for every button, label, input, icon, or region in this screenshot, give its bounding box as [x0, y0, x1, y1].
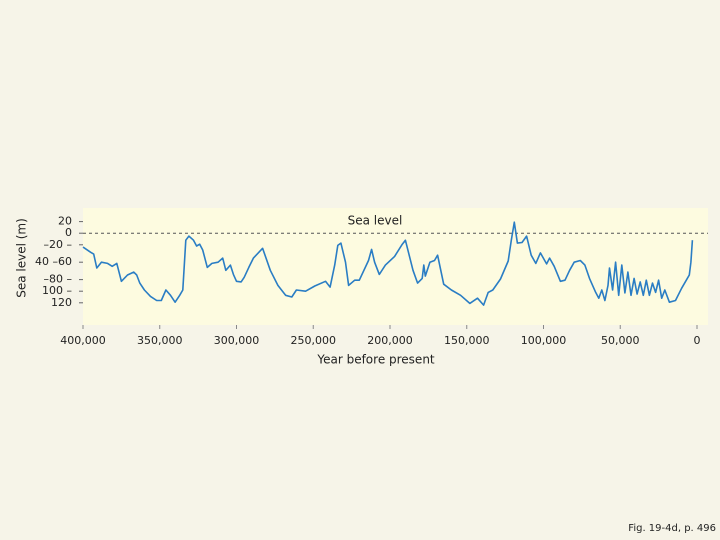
- y-tick-label: –20 –: [44, 238, 73, 251]
- y-tick-label: 120: [51, 296, 72, 309]
- x-tick-label: 300,000: [214, 334, 260, 347]
- sea-level-line: [82, 221, 694, 306]
- x-tick-label: 0: [694, 334, 701, 347]
- x-axis-label: Year before present: [316, 353, 435, 367]
- x-tick-label: 100,000: [521, 334, 567, 347]
- y-tick-label: –80 –: [44, 273, 73, 286]
- x-tick-label: 200,000: [367, 334, 413, 347]
- x-tick-label: 350,000: [137, 334, 183, 347]
- y-axis-label: Sea level (m): [15, 218, 29, 298]
- y-tick-label: 20: [58, 215, 72, 228]
- x-tick-label: 400,000: [60, 334, 106, 347]
- x-tick-label: 50,000: [601, 334, 640, 347]
- x-tick-label: 250,000: [291, 334, 337, 347]
- y-tick-label: 40 –60: [35, 255, 72, 268]
- y-tick-label: 0: [65, 226, 72, 239]
- chart-title: Sea level: [348, 214, 403, 228]
- x-tick-label: 150,000: [444, 334, 490, 347]
- plot-area: [83, 208, 708, 325]
- y-tick-label: 100 –: [42, 284, 72, 297]
- caption: Fig. 19-4d, p. 496: [628, 523, 716, 534]
